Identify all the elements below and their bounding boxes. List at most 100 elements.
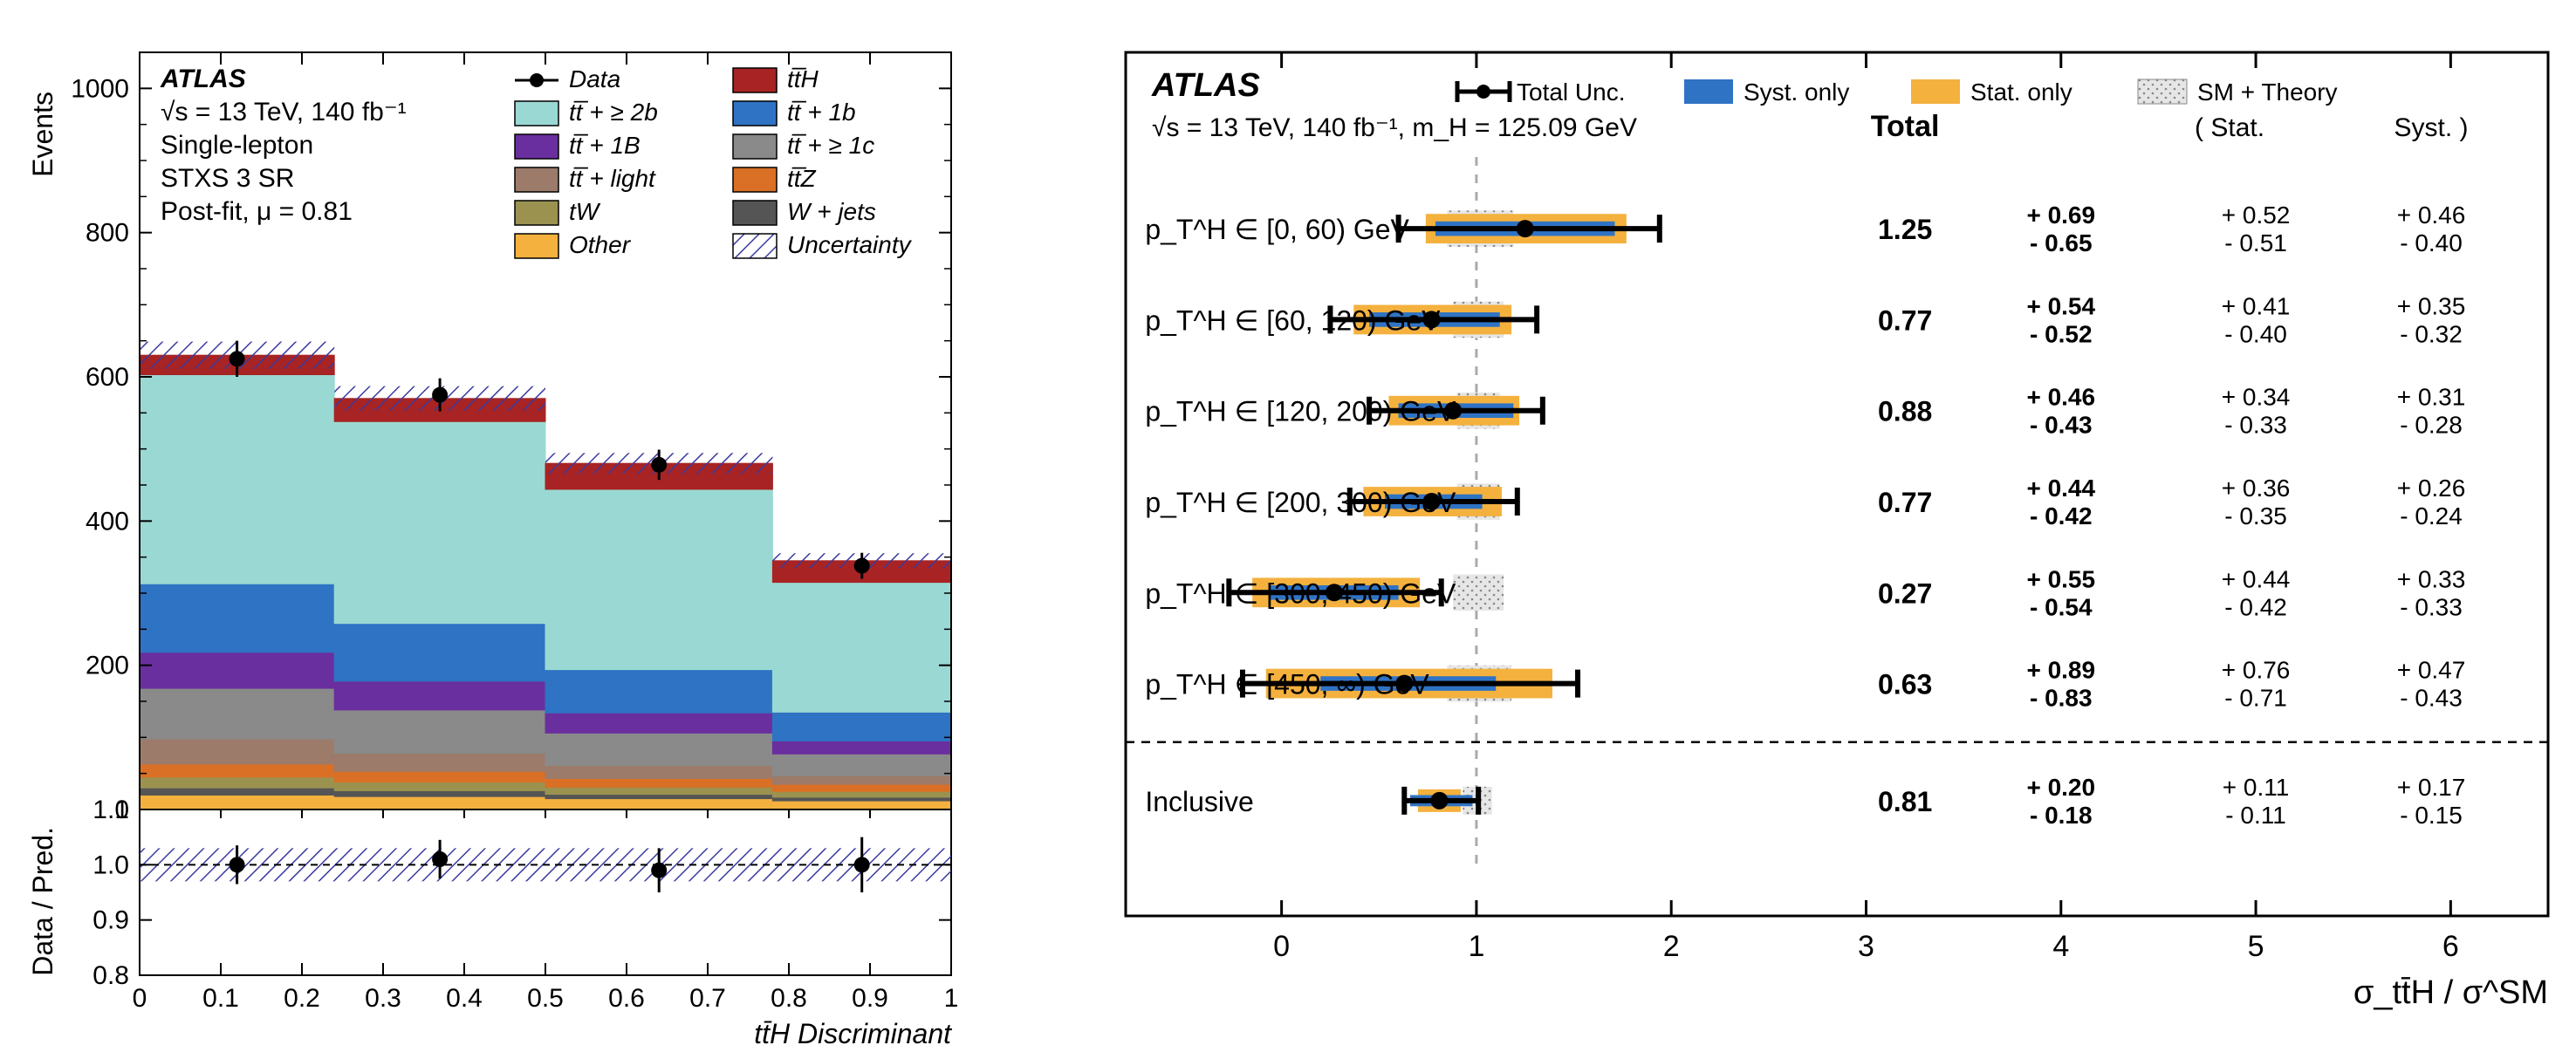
mu-value: 0.63: [1878, 669, 1932, 700]
info-line: √s = 13 TeV, 140 fb⁻¹: [161, 98, 407, 126]
stack-bar: [140, 652, 334, 688]
legend-label: Stat. only: [1970, 79, 2072, 106]
syst-up: + 0.26: [2397, 475, 2466, 502]
info-line: ATLAS: [160, 65, 246, 93]
data-point: [230, 351, 245, 366]
total-up: + 0.44: [2026, 475, 2095, 502]
ratio-point: [432, 851, 448, 867]
xtick-label: 0.6: [608, 984, 645, 1013]
plot-frame: [1126, 52, 2548, 916]
syst-dn: - 0.32: [2400, 320, 2463, 347]
stack-bar: [140, 788, 334, 795]
xtick-label: 6: [2442, 930, 2459, 963]
stack-bar: [140, 795, 334, 809]
data-point: [651, 457, 667, 473]
stack-bar: [140, 764, 334, 777]
stat-up: + 0.52: [2222, 202, 2291, 229]
stack-bar: [140, 688, 334, 739]
stack-bar: [772, 712, 951, 741]
data-point: [432, 387, 448, 403]
stack-bar: [334, 782, 545, 791]
legend-label: tt̅Z: [787, 165, 817, 192]
total-up: + 0.55: [2026, 565, 2095, 592]
ratio-frame: [140, 809, 951, 975]
total-up: + 0.20: [2026, 774, 2095, 801]
xtick-label: 0.1: [202, 984, 239, 1013]
stat-dn: - 0.35: [2224, 502, 2287, 529]
stack-bar: [140, 584, 334, 652]
ytick-label: 1000: [71, 74, 129, 103]
xtick-label: 0.2: [284, 984, 320, 1013]
total-dn: - 0.43: [2030, 412, 2093, 439]
ytick-label: 200: [86, 652, 129, 680]
xtick-label: 0.4: [446, 984, 483, 1013]
mu-point: [1517, 220, 1534, 237]
row-label: p_T^H ∈ [60, 120) GeV: [1145, 304, 1441, 336]
stat-up: + 0.76: [2222, 657, 2291, 684]
mu-value: 0.77: [1878, 304, 1932, 336]
xtick-label: 0.7: [689, 984, 726, 1013]
stack-bar: [545, 795, 772, 799]
stack-bar: [334, 681, 545, 710]
stack-bar: [545, 713, 772, 733]
ratio-point: [651, 863, 667, 878]
stack-bar: [334, 754, 545, 772]
ratio-ytick: 0.9: [92, 906, 129, 935]
ytick-label: 600: [86, 363, 129, 392]
xtick-label: 1: [944, 984, 959, 1013]
total-up: + 0.69: [2026, 202, 2095, 229]
ytick-label: 800: [86, 219, 129, 248]
legend-label: Syst. only: [1744, 79, 1849, 106]
stack-bar: [772, 583, 951, 713]
total-dn: - 0.83: [2030, 685, 2093, 712]
xtick-label: 0.8: [771, 984, 807, 1013]
info-line: √s = 13 TeV, 140 fb⁻¹, m_H = 125.09 GeV: [1152, 113, 1637, 142]
syst-dn: - 0.40: [2400, 229, 2463, 256]
xtick-label: 0.5: [527, 984, 564, 1013]
syst-dn: - 0.33: [2400, 593, 2463, 620]
xtick-label: 0.9: [852, 984, 888, 1013]
xtick-label: 5: [2248, 930, 2264, 963]
mu-value: 0.27: [1878, 577, 1932, 609]
syst-up: + 0.35: [2397, 292, 2466, 319]
ratio-point: [854, 857, 870, 872]
total-dn: - 0.65: [2030, 229, 2093, 256]
stat-up: + 0.34: [2222, 384, 2291, 411]
legend-label: tt̅ + light: [569, 165, 656, 192]
stack-bar: [545, 766, 772, 779]
stack-bar: [772, 797, 951, 801]
stack-bar: [545, 489, 772, 670]
legend-label: W + jets: [787, 198, 876, 225]
stack-bar: [772, 801, 951, 809]
stack-bar: [545, 778, 772, 787]
info-line: STXS 3 SR: [161, 164, 294, 193]
ratio-ytick: 1.1: [92, 796, 129, 824]
total-dn: - 0.18: [2030, 802, 2093, 829]
syst-up: + 0.31: [2397, 384, 2466, 411]
stat-up: + 0.36: [2222, 475, 2291, 502]
mu-value: 0.81: [1878, 786, 1932, 817]
legend-label: tt̅H: [787, 65, 819, 92]
syst-up: + 0.17: [2397, 774, 2466, 801]
legend-label: tW: [569, 198, 601, 225]
total-up: + 0.46: [2026, 384, 2095, 411]
stat-up: + 0.44: [2222, 565, 2291, 592]
ratio-ytick: 0.8: [92, 961, 129, 990]
col-stat: ( Stat.: [2195, 113, 2264, 142]
stack-bar: [334, 710, 545, 754]
stack-bar: [772, 754, 951, 775]
data-point: [854, 558, 870, 574]
stack-bar: [772, 741, 951, 754]
stack-bar: [140, 739, 334, 764]
stack-bar: [334, 796, 545, 809]
legend-label: tt̅ + ≥ 2b: [569, 99, 658, 126]
legend-label: Total Unc.: [1517, 79, 1626, 106]
total-up: + 0.89: [2026, 657, 2095, 684]
stack-bar: [334, 624, 545, 681]
legend-label: tt̅ + ≥ 1c: [787, 132, 874, 159]
xtick-label: 4: [2052, 930, 2069, 963]
xtick-label: 0.3: [365, 984, 401, 1013]
stack-bar: [334, 791, 545, 797]
stat-dn: - 0.42: [2224, 593, 2287, 620]
legend-label: Data: [569, 65, 620, 92]
